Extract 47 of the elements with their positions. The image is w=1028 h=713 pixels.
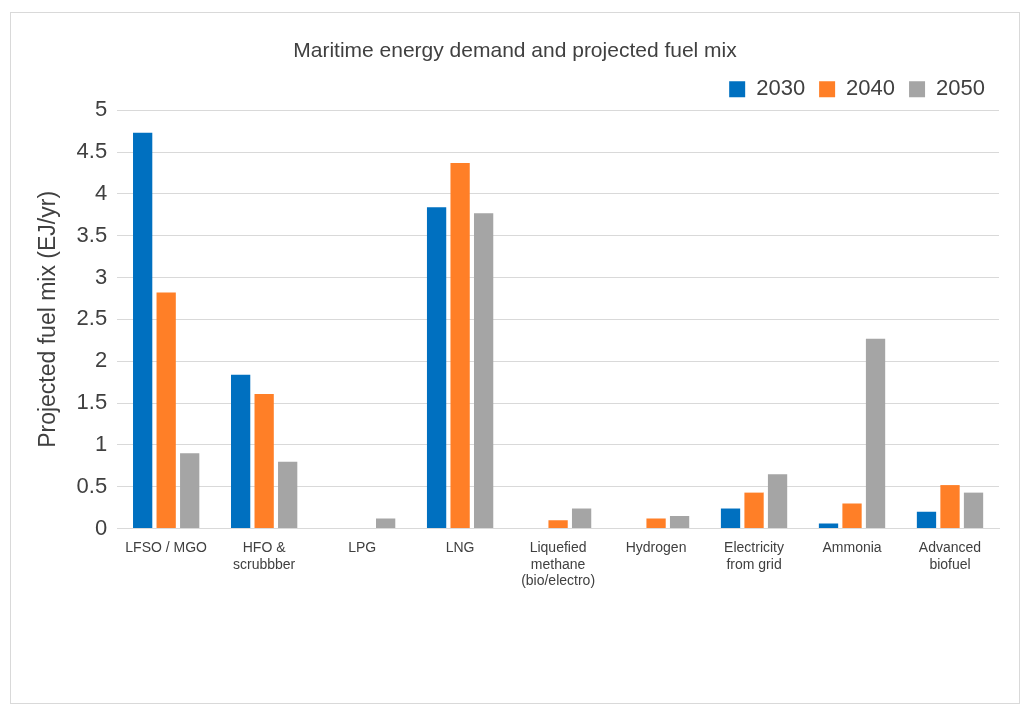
y-tick-label: 0.5 xyxy=(76,472,108,498)
x-tick-label: LPG xyxy=(348,538,377,555)
x-tick-label: HFO & scrubbber xyxy=(233,538,296,572)
bar xyxy=(473,213,494,529)
y-tick-label: 2 xyxy=(94,347,108,373)
bar xyxy=(376,518,396,529)
bar xyxy=(940,485,960,529)
y-tick-label: 2.5 xyxy=(76,305,108,331)
y-tick-label: 0 xyxy=(94,514,108,540)
legend-label: 2050 xyxy=(936,75,986,101)
bar xyxy=(669,516,690,529)
bar xyxy=(426,207,447,529)
y-tick-label: 5 xyxy=(94,96,108,122)
x-tick-label: Liquefied methane (bio/electro) xyxy=(521,538,596,589)
bar xyxy=(156,292,176,529)
x-tick-label: Electricity from grid xyxy=(724,538,784,572)
bar xyxy=(744,492,764,529)
bar xyxy=(548,520,568,529)
bar xyxy=(720,508,741,529)
y-tick-label: 1.5 xyxy=(76,389,108,415)
x-tick-label: Ammonia xyxy=(822,538,882,555)
y-tick-label: 1 xyxy=(94,430,108,456)
legend-label: 2040 xyxy=(846,75,896,101)
bar xyxy=(916,511,937,529)
bar xyxy=(767,474,788,529)
y-tick-label: 3 xyxy=(94,263,108,289)
bar xyxy=(963,492,984,529)
bar xyxy=(646,518,666,529)
x-tick-label: Hydrogen xyxy=(625,538,687,555)
x-tick-label: LNG xyxy=(445,538,475,555)
y-tick-label: 4.5 xyxy=(76,138,108,164)
x-tick-label: Advanced biofuel xyxy=(918,538,982,572)
bar xyxy=(133,132,153,529)
x-tick-label: LFSO / MGO xyxy=(125,538,208,555)
bar xyxy=(865,338,886,529)
bar xyxy=(254,393,274,529)
legend-label: 2030 xyxy=(756,75,806,101)
bar xyxy=(278,461,298,529)
chart-title: Maritime energy demand and projected fuel mix xyxy=(293,38,738,62)
y-axis-title: Projected fuel mix (EJ/yr) xyxy=(34,190,61,448)
y-tick-label: 4 xyxy=(94,179,108,205)
bar xyxy=(180,453,200,529)
y-tick-label: 3.5 xyxy=(76,221,108,247)
bar xyxy=(571,508,592,529)
bar xyxy=(231,374,251,529)
bar xyxy=(450,162,470,529)
bar xyxy=(842,503,862,529)
